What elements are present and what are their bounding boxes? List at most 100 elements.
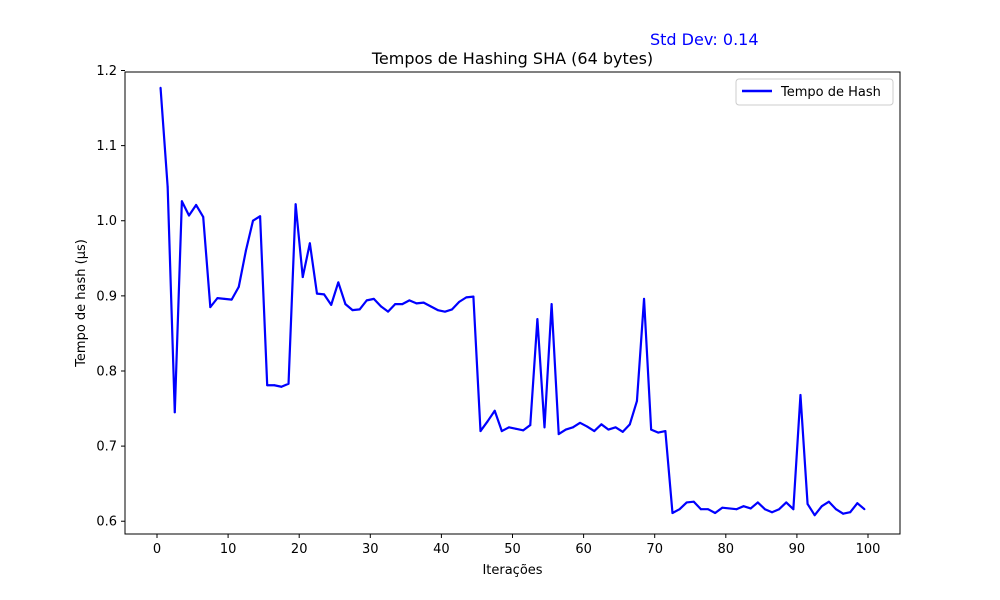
data-point: [365, 299, 368, 302]
data-point: [799, 394, 802, 397]
data-point: [280, 385, 283, 388]
data-point: [493, 409, 496, 412]
data-point: [571, 426, 574, 429]
x-tick-label: 70: [646, 542, 663, 557]
data-point: [643, 297, 646, 300]
legend-label: Tempo de Hash: [780, 85, 881, 100]
data-point: [237, 285, 240, 288]
data-point: [721, 506, 724, 509]
data-point: [408, 299, 411, 302]
data-point: [166, 185, 169, 188]
data-point: [294, 203, 297, 206]
data-point: [443, 310, 446, 313]
data-point: [806, 502, 809, 505]
data-point: [500, 430, 503, 433]
data-point: [714, 511, 717, 514]
data-point: [195, 203, 198, 206]
data-point: [387, 310, 390, 313]
data-point: [728, 507, 731, 510]
x-axis-ticks: 0 10 20 30 40 50 60 70 80 90 100: [153, 534, 880, 557]
y-tick-label: 1.1: [96, 139, 117, 154]
data-point: [699, 508, 702, 511]
data-point: [856, 502, 859, 505]
series-layer: [159, 86, 866, 517]
data-point: [785, 501, 788, 504]
data-point: [685, 501, 688, 504]
legend: Tempo de Hash: [735, 78, 894, 106]
data-point: [351, 309, 354, 312]
x-tick-label: 20: [291, 542, 308, 557]
data-point: [308, 242, 311, 245]
data-point: [621, 430, 624, 433]
data-point: [756, 501, 759, 504]
y-axis-ticks: 0.6 0.7 0.8 0.9 1.0 1.1 1.2: [96, 64, 125, 530]
data-point: [707, 508, 710, 511]
x-tick-label: 30: [362, 542, 379, 557]
data-point: [479, 430, 482, 433]
data-point: [628, 423, 631, 426]
data-point: [529, 424, 532, 427]
data-point: [650, 428, 653, 431]
y-tick-label: 1.2: [96, 64, 117, 79]
data-point: [849, 511, 852, 514]
data-point: [209, 306, 212, 309]
data-point: [159, 86, 162, 89]
data-point: [550, 303, 553, 306]
data-point: [337, 281, 340, 284]
data-point: [692, 500, 695, 503]
data-point: [863, 508, 866, 511]
data-point: [259, 215, 262, 218]
data-point: [251, 219, 254, 222]
data-point: [579, 421, 582, 424]
data-point: [301, 276, 304, 279]
data-point: [401, 303, 404, 306]
chart-title: Tempos de Hashing SHA (64 bytes): [371, 49, 653, 68]
data-point: [394, 303, 397, 306]
data-point: [187, 214, 190, 217]
x-tick-label: 50: [504, 542, 521, 557]
data-point: [827, 500, 830, 503]
data-point: [173, 411, 176, 414]
data-point: [664, 430, 667, 433]
data-point: [522, 429, 525, 432]
data-point: [422, 301, 425, 304]
data-point: [244, 249, 247, 252]
x-tick-label: 40: [433, 542, 450, 557]
data-point: [515, 427, 518, 430]
data-point: [458, 300, 461, 303]
data-point: [287, 382, 290, 385]
data-point: [180, 200, 183, 203]
data-point: [330, 303, 333, 306]
data-point: [486, 420, 489, 423]
data-point: [429, 305, 432, 308]
x-tick-label: 90: [789, 542, 806, 557]
data-point: [323, 293, 326, 296]
data-point: [635, 400, 638, 403]
data-point: [735, 508, 738, 511]
data-point: [600, 423, 603, 426]
data-point: [742, 505, 745, 508]
plot-frame: [124, 71, 901, 535]
data-point: [273, 384, 276, 387]
data-point: [671, 511, 674, 514]
data-point: [678, 508, 681, 511]
data-point: [216, 297, 219, 300]
data-point: [778, 508, 781, 511]
legend-box: [735, 78, 894, 106]
data-point: [202, 215, 205, 218]
data-point: [415, 302, 418, 305]
series-line-tempo-de-hash: [159, 87, 866, 517]
y-tick-label: 0.7: [96, 440, 117, 455]
data-point: [586, 425, 589, 428]
plot-area: [125, 72, 900, 534]
data-point: [472, 295, 475, 298]
data-point: [536, 318, 539, 321]
x-tick-label: 0: [153, 542, 161, 557]
data-point: [379, 305, 382, 308]
data-point: [358, 308, 361, 311]
x-tick-label: 10: [220, 542, 237, 557]
y-tick-label: 0.8: [96, 364, 117, 379]
data-point: [344, 303, 347, 306]
data-point: [557, 433, 560, 436]
